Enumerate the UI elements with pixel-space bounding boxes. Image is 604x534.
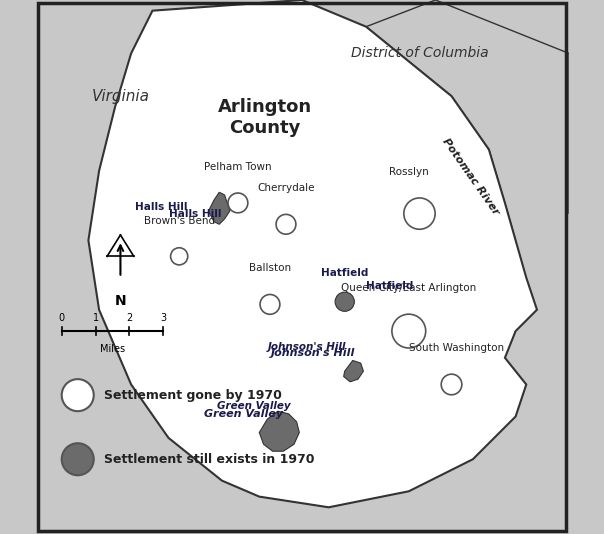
Text: Green Valley: Green Valley: [204, 409, 283, 419]
Text: N: N: [115, 294, 126, 308]
Text: Rosslyn: Rosslyn: [389, 167, 429, 177]
Text: Halls Hill: Halls Hill: [169, 209, 222, 219]
Polygon shape: [473, 214, 569, 481]
Polygon shape: [259, 411, 300, 451]
Text: Johnson's Hill: Johnson's Hill: [268, 342, 347, 352]
Circle shape: [170, 248, 188, 265]
Text: Halls Hill: Halls Hill: [135, 202, 187, 212]
Text: Hatfield: Hatfield: [321, 268, 368, 278]
Text: Brown's Bend: Brown's Bend: [144, 216, 215, 226]
Circle shape: [228, 193, 248, 213]
Circle shape: [392, 314, 426, 348]
Text: Arlington
County: Arlington County: [217, 98, 312, 137]
Circle shape: [260, 294, 280, 315]
Text: Cherrydale: Cherrydale: [257, 183, 315, 193]
Text: Hatfield: Hatfield: [366, 281, 414, 291]
Circle shape: [62, 379, 94, 411]
Polygon shape: [208, 192, 230, 224]
Text: Settlement still exists in 1970: Settlement still exists in 1970: [104, 453, 315, 466]
Text: Settlement gone by 1970: Settlement gone by 1970: [104, 389, 282, 402]
Circle shape: [404, 198, 435, 229]
Text: 1: 1: [92, 313, 98, 323]
Text: South Washington: South Washington: [410, 343, 504, 353]
Text: Pelham Town: Pelham Town: [204, 162, 272, 171]
Polygon shape: [366, 0, 569, 267]
Polygon shape: [88, 0, 537, 507]
Text: Potomac River: Potomac River: [440, 136, 501, 216]
Text: Queen City/East Arlington: Queen City/East Arlington: [341, 283, 477, 293]
Text: Ballston: Ballston: [249, 263, 291, 273]
Text: 0: 0: [59, 313, 65, 323]
Text: Miles: Miles: [100, 344, 125, 355]
Text: 3: 3: [160, 313, 166, 323]
Text: 2: 2: [126, 313, 132, 323]
Circle shape: [335, 292, 355, 311]
Text: District of Columbia: District of Columbia: [351, 46, 488, 60]
Polygon shape: [344, 360, 364, 382]
Text: Virginia: Virginia: [91, 89, 149, 104]
Circle shape: [276, 214, 296, 234]
Circle shape: [62, 443, 94, 475]
Text: Johnson's Hill: Johnson's Hill: [271, 348, 355, 358]
Circle shape: [441, 374, 462, 395]
Text: Green Valley: Green Valley: [217, 401, 291, 411]
